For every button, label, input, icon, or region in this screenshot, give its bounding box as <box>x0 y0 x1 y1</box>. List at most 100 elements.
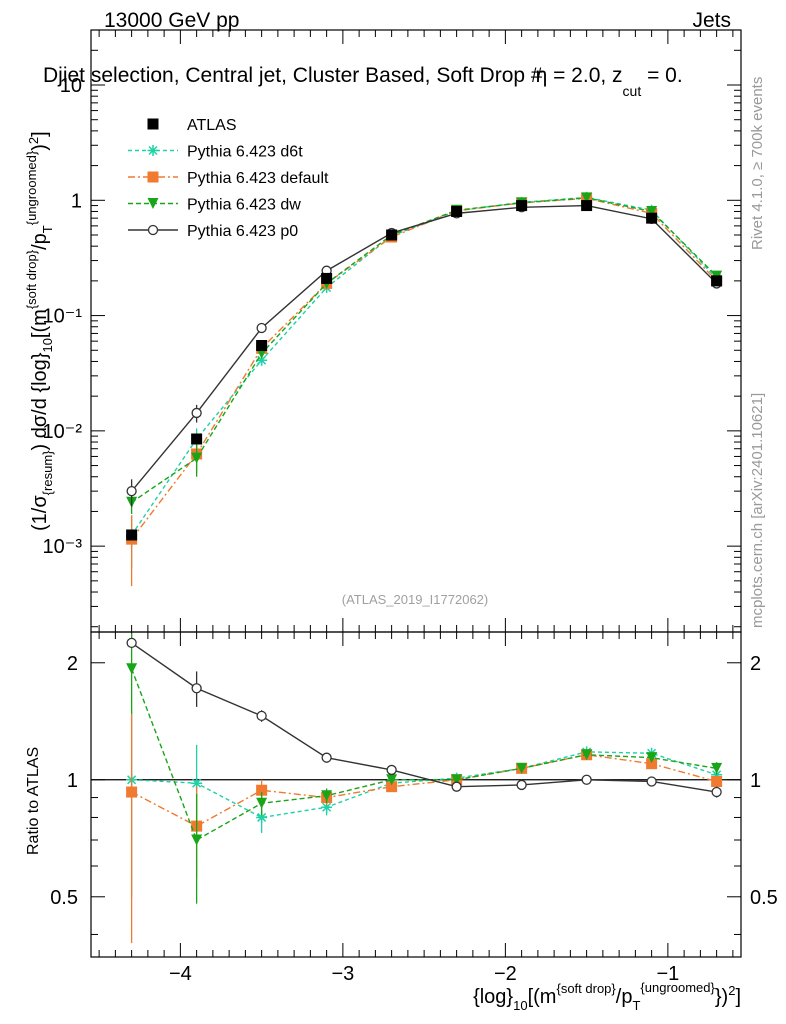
ratio-y-axis-label: Ratio to ATLAS <box>25 747 42 855</box>
ratio-line <box>131 642 717 793</box>
data-point <box>256 322 267 334</box>
x-tick-label: −1 <box>656 963 679 985</box>
legend-label: Pythia 6.423 p0 <box>187 223 298 240</box>
data-point <box>451 205 463 217</box>
axis-ticks: −4 −3 −2 −1 10⁻³ 10⁻² 10⁻¹ 1 10 0.5 0.5 1 1 2 2 <box>43 29 778 985</box>
series-pythia-6-423-d6t <box>126 191 723 897</box>
ratio-point <box>516 762 528 774</box>
category-label: Jets <box>692 9 731 32</box>
legend-entry: Pythia 6.423 dw <box>128 197 301 214</box>
ratio-tick-label-right: 1 <box>750 770 761 792</box>
ratio-point <box>191 777 203 789</box>
series-line <box>131 196 718 536</box>
x-tick-label: −2 <box>494 963 517 985</box>
x-tick-label: −4 <box>169 963 192 985</box>
legend: ATLAS Pythia 6.423 d6t Pythia 6.423 defaul… <box>128 117 329 240</box>
ratio-line <box>131 754 717 827</box>
legend-marker <box>147 171 159 183</box>
series-pythia-6-423-default <box>126 192 723 944</box>
ratio-point <box>581 749 593 761</box>
ratio-point <box>711 775 723 787</box>
legend-entry: ATLAS <box>147 117 237 134</box>
ratio-tick-label-right: 0.5 <box>750 887 778 909</box>
y-tick-label: 10 <box>60 75 82 97</box>
rivet-label: Rivet 4.1.0, ≥ 700k events <box>749 77 766 250</box>
ratio-point <box>646 752 658 764</box>
ratio-point <box>126 786 138 798</box>
legend-marker <box>147 118 159 130</box>
ratio-line <box>130 668 717 842</box>
ratio-tick-label: 2 <box>67 653 78 675</box>
legend-entry: Pythia 6.423 p0 <box>128 223 298 240</box>
legend-label: Pythia 6.423 d6t <box>187 144 303 161</box>
ratio-point <box>256 811 268 823</box>
legend-entry: Pythia 6.423 d6t <box>128 144 303 161</box>
data-point <box>711 275 723 287</box>
y-tick-label: 10⁻¹ <box>43 306 83 328</box>
legend-marker <box>147 198 159 209</box>
series-atlas <box>126 200 723 541</box>
ratio-point <box>516 779 527 791</box>
data-point <box>386 229 398 241</box>
data-point <box>191 452 203 464</box>
ratio-tick-label: 1 <box>67 770 78 792</box>
ratio-point <box>581 774 592 785</box>
analysis-id: (ATLAS_2019_I1772062) <box>342 592 488 607</box>
series-layer <box>126 191 723 944</box>
legend-label: Pythia 6.423 default <box>187 170 329 187</box>
data-point <box>256 354 268 366</box>
energy-label: 13000 GeV pp <box>104 9 239 32</box>
data-point <box>321 272 333 284</box>
data-point <box>516 200 528 212</box>
data-point <box>191 407 202 419</box>
data-point <box>256 340 268 352</box>
ratio-point <box>256 710 267 722</box>
data-point <box>191 433 203 445</box>
ratio-point <box>646 776 657 787</box>
ratio-point <box>321 752 332 763</box>
series-pythia-6-423-dw <box>126 192 723 904</box>
top-y-axis-label: (1/σ{resum}) dσ/d {log}10[(m{soft drop}/… <box>24 131 55 531</box>
data-point <box>646 212 658 224</box>
ratio-point <box>451 774 463 786</box>
data-point <box>581 200 593 212</box>
ratio-point <box>386 781 398 793</box>
y-tick-label: 10⁻³ <box>43 536 83 558</box>
ratio-panel-frame <box>90 631 742 958</box>
ratio-point <box>321 801 333 813</box>
ratio-point <box>451 781 462 792</box>
y-tick-label: 1 <box>71 190 82 212</box>
data-point <box>126 485 137 497</box>
selection-title: Djiet selection, Central jet, Cluster Ba… <box>43 64 683 99</box>
data-point <box>126 529 138 541</box>
series-pythia-6-423-p0 <box>126 200 722 798</box>
legend-marker <box>147 145 159 156</box>
ratio-point <box>646 758 658 770</box>
ratio-point <box>711 786 722 798</box>
ratio-line <box>131 751 717 819</box>
legend-label: Pythia 6.423 dw <box>187 197 301 214</box>
y-tick-label: 10⁻² <box>43 421 83 443</box>
legend-label: ATLAS <box>187 117 237 134</box>
ratio-point <box>711 762 723 774</box>
series-line <box>131 204 718 492</box>
x-tick-label: −3 <box>331 963 354 985</box>
ratio-point <box>126 637 137 649</box>
data-point <box>581 192 593 204</box>
ratio-point <box>321 790 333 802</box>
legend-marker <box>147 224 159 236</box>
ratio-tick-label: 0.5 <box>50 887 78 909</box>
ratio-point <box>256 797 268 809</box>
ratio-tick-label-right: 2 <box>750 653 761 675</box>
ratio-point <box>386 774 398 786</box>
series-line <box>131 197 718 540</box>
ratio-point <box>256 784 268 796</box>
legend-entry: Pythia 6.423 default <box>128 170 329 187</box>
ratio-point <box>191 834 203 846</box>
ratio-point <box>191 683 202 694</box>
ratio-point <box>126 663 138 675</box>
mcplots-label: mcplots.cern.ch [arXiv:2401.10621] <box>749 393 766 628</box>
data-point <box>646 205 658 217</box>
series-line <box>131 197 718 503</box>
